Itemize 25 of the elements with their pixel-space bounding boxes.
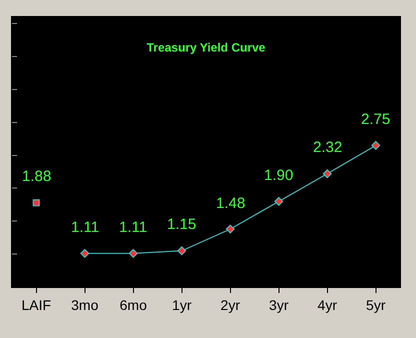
x-tick-label: 3yr xyxy=(269,296,289,313)
x-tick-label: 5yr xyxy=(366,296,386,313)
point xyxy=(322,169,332,178)
x-tick-label: 3mo xyxy=(71,296,99,313)
data-label: 1.48 xyxy=(216,195,246,212)
x-tick-label: LAIF xyxy=(21,296,52,313)
text: Treasury Yield Curve xyxy=(146,40,266,55)
x-tick-label: 1yr xyxy=(172,296,192,313)
point xyxy=(32,199,40,206)
point xyxy=(274,196,284,206)
data-label: 1.15 xyxy=(167,216,196,233)
point xyxy=(80,249,90,258)
x-tick-label: 2yr xyxy=(220,296,240,313)
x-tick-label: 4yr xyxy=(318,296,338,313)
data-label: 1.11 xyxy=(119,219,148,236)
point xyxy=(371,141,380,150)
point xyxy=(128,249,138,258)
data-label: 1.88 xyxy=(22,168,52,185)
data-label: 2.32 xyxy=(313,139,342,156)
data-label: 1.90 xyxy=(264,167,294,184)
point xyxy=(177,246,186,256)
data-label: 2.75 xyxy=(361,111,390,128)
point xyxy=(226,224,235,234)
data-label: 1.11 xyxy=(71,219,100,236)
x-tick-label: 6mo xyxy=(120,296,148,313)
